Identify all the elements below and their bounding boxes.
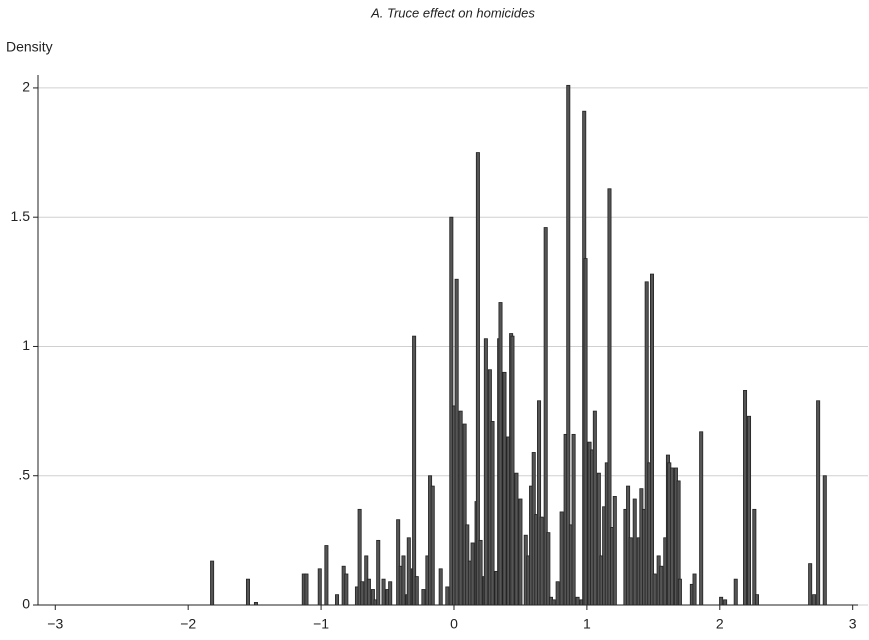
y-tick-label: .5	[18, 466, 30, 482]
bar	[253, 602, 258, 606]
bar	[669, 467, 674, 606]
bar	[743, 390, 748, 606]
bar	[723, 599, 728, 606]
bar	[733, 578, 738, 606]
bar	[510, 335, 515, 606]
x-tick-label: 0	[450, 616, 458, 632]
bar	[747, 415, 752, 606]
x-tick-label: −1	[313, 616, 329, 632]
bar	[483, 338, 488, 606]
y-tick-label: 0	[22, 596, 30, 612]
bar	[245, 578, 250, 606]
y-tick-label: 1	[22, 337, 30, 353]
bar	[752, 508, 757, 606]
bar	[498, 302, 503, 606]
bar	[210, 560, 215, 606]
bar	[344, 573, 349, 606]
bar	[607, 188, 612, 606]
bar	[518, 498, 523, 606]
bar	[699, 431, 704, 606]
bar	[470, 542, 475, 606]
x-tick-label: −2	[180, 616, 196, 632]
x-tick-label: 1	[583, 616, 591, 632]
bar	[612, 496, 617, 606]
bar	[555, 581, 560, 606]
bar	[458, 410, 463, 606]
bar	[412, 335, 417, 606]
bar	[659, 565, 664, 606]
bar	[478, 539, 483, 606]
bar	[475, 152, 480, 606]
bar	[644, 281, 649, 606]
bar	[692, 573, 697, 606]
chart-title: A. Truce effect on homicides	[370, 5, 535, 20]
bar	[539, 516, 544, 606]
bar	[575, 596, 580, 606]
bar	[816, 400, 821, 606]
bar	[652, 573, 657, 606]
bar	[543, 227, 548, 606]
bar	[304, 573, 309, 606]
bar	[401, 555, 406, 606]
bar	[583, 258, 588, 606]
bar	[324, 545, 329, 606]
bar	[514, 472, 519, 606]
bar	[421, 589, 426, 606]
bar	[454, 278, 459, 606]
bar	[414, 576, 419, 606]
x-tick-label: −3	[47, 616, 63, 632]
bar	[812, 594, 817, 606]
bar	[559, 511, 564, 606]
bar	[808, 563, 813, 606]
bar	[628, 537, 633, 606]
bar	[360, 581, 365, 606]
bar	[754, 594, 759, 606]
bar	[490, 421, 495, 606]
bar	[381, 578, 386, 606]
bar	[546, 532, 551, 606]
bar	[719, 596, 724, 606]
bar	[370, 589, 375, 606]
bar	[551, 599, 556, 606]
bar	[822, 475, 827, 606]
bar	[317, 568, 322, 606]
bar	[537, 400, 542, 606]
bar	[335, 594, 340, 606]
y-tick-label: 2	[22, 79, 30, 95]
bar	[592, 410, 597, 606]
x-tick-label: 2	[716, 616, 724, 632]
bar	[502, 371, 507, 606]
bar	[438, 568, 443, 606]
y-tick-label: 1.5	[11, 208, 31, 224]
bar	[396, 519, 401, 606]
y-axis-label: Density	[6, 39, 53, 55]
bar	[445, 586, 450, 606]
bar	[632, 498, 637, 606]
bar	[677, 578, 682, 606]
bar	[366, 578, 371, 606]
bar	[571, 433, 576, 606]
bar	[596, 472, 601, 606]
bar	[650, 273, 655, 606]
bar	[406, 537, 411, 606]
bar	[430, 485, 435, 606]
bar	[388, 581, 393, 606]
bar	[462, 423, 467, 606]
bar	[376, 539, 381, 606]
x-tick-label: 3	[849, 616, 857, 632]
bar	[357, 508, 362, 606]
bar	[566, 84, 571, 606]
